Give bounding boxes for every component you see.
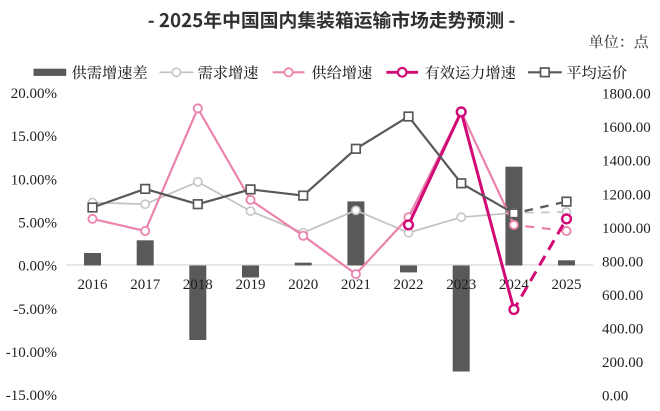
svg-text:1200.00: 1200.00 — [602, 187, 651, 203]
svg-text:200.00: 200.00 — [602, 355, 643, 371]
svg-text:15.00%: 15.00% — [11, 129, 57, 145]
svg-text:0.00%: 0.00% — [18, 259, 57, 275]
svg-text:2021: 2021 — [341, 277, 371, 293]
svg-text:2019: 2019 — [236, 277, 266, 293]
svg-text:1400.00: 1400.00 — [602, 154, 651, 170]
svg-text:800.00: 800.00 — [602, 254, 643, 270]
svg-text:2017: 2017 — [130, 277, 161, 293]
svg-text:-5.00%: -5.00% — [13, 302, 57, 318]
svg-text:2016: 2016 — [78, 277, 109, 293]
svg-text:600.00: 600.00 — [602, 288, 643, 304]
svg-text:2018: 2018 — [183, 277, 213, 293]
svg-text:5.00%: 5.00% — [18, 216, 57, 232]
svg-text:20.00%: 20.00% — [11, 86, 57, 102]
svg-text:1000.00: 1000.00 — [602, 221, 651, 237]
svg-text:2023: 2023 — [446, 277, 476, 293]
svg-text:2025: 2025 — [552, 277, 582, 293]
svg-text:400.00: 400.00 — [602, 322, 643, 338]
svg-text:2022: 2022 — [394, 277, 424, 293]
svg-text:-15.00%: -15.00% — [6, 388, 57, 404]
svg-text:1800.00: 1800.00 — [602, 87, 651, 103]
svg-text:1600.00: 1600.00 — [602, 120, 651, 136]
svg-text:2020: 2020 — [288, 277, 318, 293]
svg-text:-10.00%: -10.00% — [6, 345, 57, 361]
svg-text:0.00: 0.00 — [602, 389, 628, 405]
svg-text:10.00%: 10.00% — [11, 172, 57, 188]
